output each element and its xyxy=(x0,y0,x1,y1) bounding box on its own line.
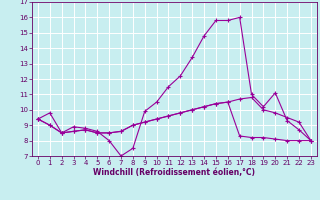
X-axis label: Windchill (Refroidissement éolien,°C): Windchill (Refroidissement éolien,°C) xyxy=(93,168,255,177)
